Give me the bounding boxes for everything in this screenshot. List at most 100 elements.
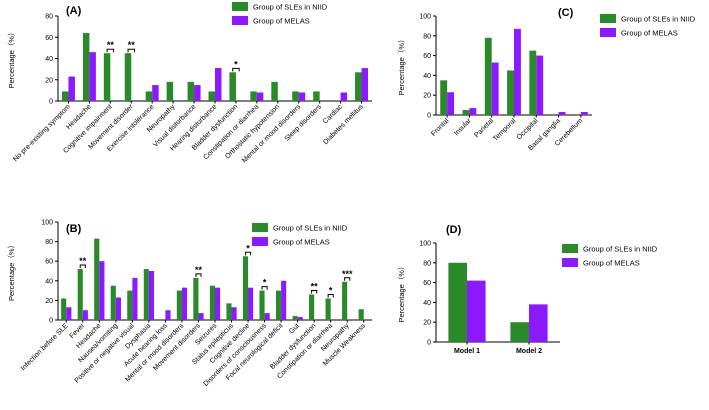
- bar-melas: [340, 92, 348, 101]
- y-tick-label: 60: [45, 259, 53, 266]
- bar-niid: [275, 290, 282, 320]
- y-tick-label: 40: [45, 278, 53, 285]
- y-tick-label: 100: [41, 220, 53, 227]
- significance-bracket: [106, 48, 115, 53]
- bar-niid: [309, 294, 315, 320]
- x-tick-label: Sleep disorders: [284, 103, 324, 143]
- y-tick-label: 60: [45, 35, 53, 42]
- x-tick-label: No pre-existing symptom: [12, 103, 72, 163]
- panel-a: 0 20 40 60 80 Percentage（%） (A) No pre-existing…: [7, 2, 372, 165]
- bar-niid: [193, 277, 199, 320]
- x-tick-label: Temporal: [492, 117, 518, 143]
- bar-niid: [462, 110, 470, 115]
- bar-melas: [264, 313, 270, 320]
- y-axis-title: Percentage（%）: [7, 28, 16, 88]
- significance-label: *: [329, 285, 333, 295]
- y-tick-label: 40: [45, 56, 53, 63]
- bar-niid: [229, 72, 236, 101]
- significance-label: ***: [342, 269, 353, 279]
- y-tick-label: 100: [419, 241, 431, 248]
- y-tick-label: 40: [423, 300, 431, 307]
- legend-label: Group of MELAS: [583, 259, 640, 268]
- bar-melas: [215, 68, 222, 101]
- legend-label: Group of MELAS: [253, 17, 310, 26]
- significance-label: **: [311, 282, 319, 292]
- bar-melas: [580, 112, 588, 115]
- bar-melas: [514, 28, 521, 115]
- legend-swatch-melas: [232, 16, 248, 25]
- x-tick-label: Parietal: [473, 117, 495, 139]
- significance-bracket: [244, 251, 252, 256]
- bar-melas: [66, 307, 72, 320]
- bar-niid: [313, 91, 320, 101]
- significance-bracket: [311, 290, 318, 294]
- panel-b: 0 20 40 60 80 100 Percentage（%） (B) Infection be…: [7, 220, 372, 388]
- bar-niid: [61, 298, 67, 320]
- x-tick-label: Infection before SLE: [20, 322, 70, 372]
- bar-niid: [82, 33, 90, 101]
- panel-c: 0 20 40 60 80 100 Percentage（%） (C) Frontal Insul…: [397, 7, 696, 152]
- bar-melas: [491, 62, 499, 115]
- y-tick-label: 100: [419, 14, 431, 21]
- x-tick-label: Model 1: [454, 348, 480, 355]
- y-tick-label: 20: [423, 320, 431, 327]
- bar-niid: [484, 37, 492, 115]
- y-tick-label: 20: [423, 93, 431, 100]
- y-tick-label: 0: [49, 99, 53, 106]
- bar-niid: [94, 238, 100, 320]
- legend-swatch-niid: [252, 223, 268, 232]
- bar-melas: [115, 297, 121, 320]
- bar-niid: [355, 72, 362, 101]
- bar-melas: [148, 271, 155, 320]
- bar-niid: [209, 285, 215, 320]
- bar-niid: [259, 290, 265, 320]
- bar-melas: [467, 280, 486, 342]
- panel-title: (B): [66, 223, 82, 235]
- y-tick-label: 20: [45, 77, 53, 84]
- y-tick-label: 0: [427, 113, 431, 120]
- legend-label: Group of SLEs in NIID: [621, 15, 696, 24]
- legend-swatch-niid: [600, 14, 616, 23]
- bar-niid: [242, 256, 249, 320]
- bar-niid: [292, 91, 299, 101]
- bar-melas: [215, 287, 221, 320]
- y-axis-title: Percentage（%）: [397, 262, 406, 322]
- significance-label: **: [79, 256, 87, 266]
- significance-bracket: [195, 273, 202, 277]
- bar-niid: [529, 50, 537, 115]
- bar-niid: [448, 262, 467, 342]
- bar-niid: [110, 285, 116, 320]
- bar-niid: [208, 91, 215, 101]
- bar-melas: [194, 85, 201, 101]
- legend-label: Group of MELAS: [621, 29, 678, 38]
- bar-melas: [447, 92, 455, 115]
- bar-niid: [145, 91, 153, 101]
- x-tick-label: Gut: [288, 322, 301, 335]
- y-axis-title: Percentage（%）: [7, 241, 16, 301]
- significance-label: *: [263, 278, 267, 288]
- x-tick-label: Frontal: [430, 117, 451, 138]
- bar-niid: [271, 81, 278, 101]
- y-tick-label: 60: [423, 280, 431, 287]
- bar-melas: [231, 307, 237, 320]
- bar-niid: [166, 81, 174, 101]
- legend-swatch-niid: [232, 2, 248, 11]
- bar-melas: [558, 112, 566, 115]
- bar-melas: [82, 310, 88, 320]
- legend-swatch-melas: [562, 258, 578, 267]
- panel-d: 0 20 40 60 80 100 Percentage（%） (D) Model 1 Model…: [397, 224, 658, 355]
- panel-title: (C): [558, 7, 574, 19]
- x-tick-label: Insular: [453, 117, 473, 137]
- bar-melas: [297, 317, 303, 320]
- legend-label: Group of SLEs in NIID: [273, 224, 348, 233]
- significance-bracket: [261, 286, 268, 290]
- y-tick-label: 40: [423, 73, 431, 80]
- bar-melas: [152, 85, 159, 101]
- y-tick-label: 0: [427, 340, 431, 347]
- bar-niid: [103, 53, 111, 101]
- x-tick-label: Model 2: [516, 348, 542, 355]
- bar-melas: [198, 313, 204, 320]
- significance-label: *: [234, 59, 238, 69]
- bar-niid: [358, 309, 364, 320]
- bar-niid: [187, 81, 195, 101]
